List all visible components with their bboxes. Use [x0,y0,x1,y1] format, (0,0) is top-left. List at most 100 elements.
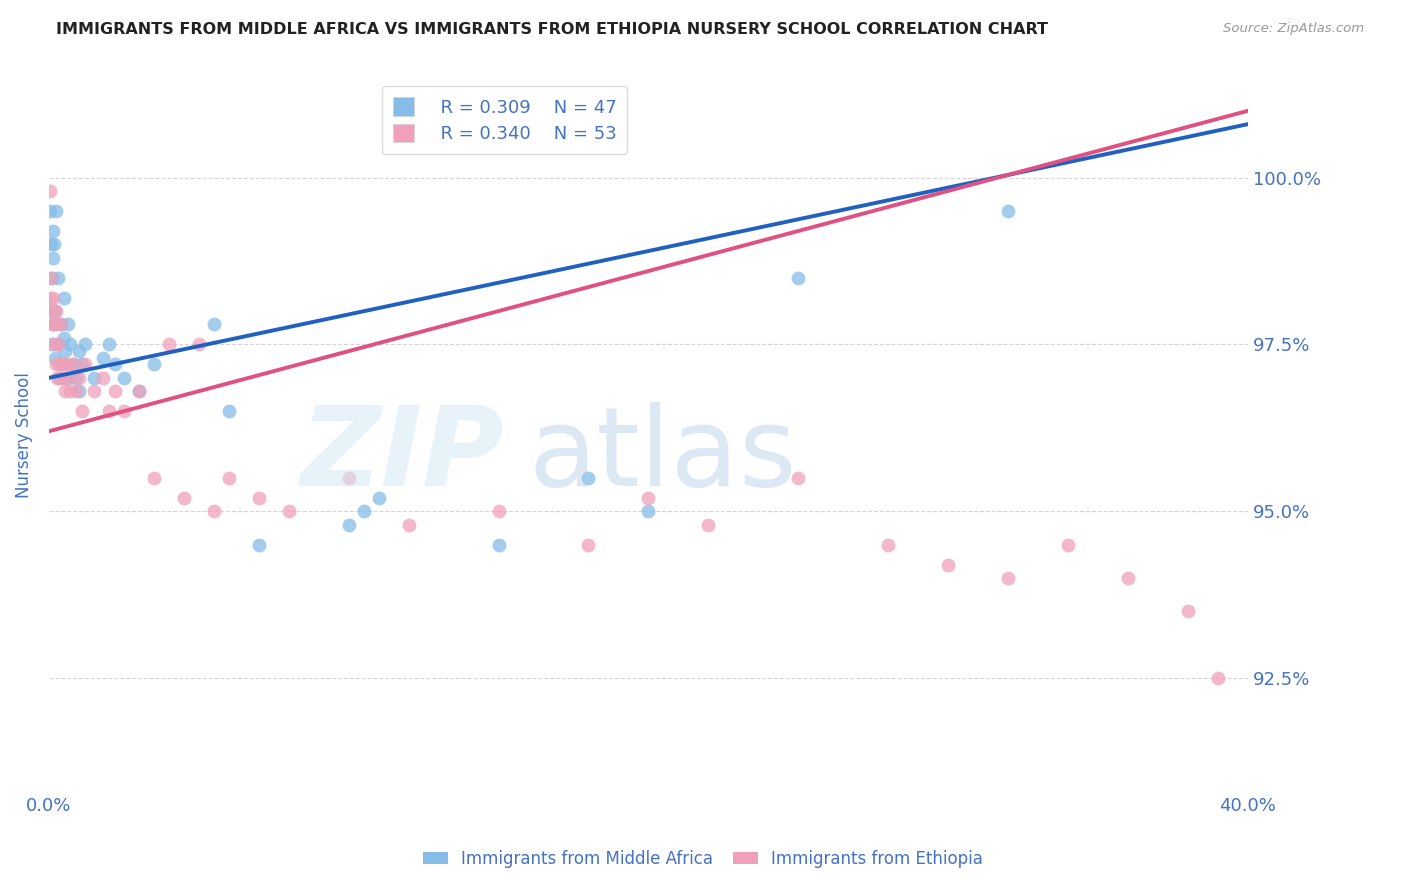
Point [58,318,80,332]
Text: ZIP: ZIP [301,402,505,509]
Point [1057,538,1080,552]
Point [44,304,66,318]
Point [83,371,105,385]
Point [398,517,420,532]
Point [70,404,93,418]
Point [578,471,600,485]
Point [65,384,87,399]
Point [337,471,360,485]
Point [187,337,209,351]
Point [41,337,63,351]
Point [488,504,510,518]
Point [277,504,299,518]
Point [637,491,659,505]
Point [83,384,105,399]
Point [157,337,180,351]
Point [142,471,165,485]
Point [59,384,82,399]
Point [97,404,120,418]
Point [936,558,959,572]
Point [44,337,66,351]
Point [73,337,96,351]
Point [46,337,69,351]
Point [49,318,72,332]
Point [73,358,96,372]
Point [46,337,69,351]
Point [56,371,79,385]
Point [787,270,810,285]
Point [45,304,67,318]
Point [55,344,77,359]
Point [39,291,62,305]
Point [128,384,150,399]
Point [697,517,720,532]
Text: atlas: atlas [529,402,797,509]
Point [997,571,1019,585]
Point [62,358,84,372]
Point [70,358,93,372]
Point [91,351,114,365]
Point [67,384,90,399]
Point [1116,571,1139,585]
Point [877,538,900,552]
Point [173,491,195,505]
Point [56,358,79,372]
Point [51,358,73,372]
Point [59,337,82,351]
Point [142,358,165,372]
Point [41,224,63,238]
Point [112,371,135,385]
Text: Source: ZipAtlas.com: Source: ZipAtlas.com [1223,22,1364,36]
Point [52,331,75,345]
Legend: Immigrants from Middle Africa, Immigrants from Ethiopia: Immigrants from Middle Africa, Immigrant… [416,844,990,875]
Point [39,184,62,198]
Point [62,358,84,372]
Point [49,318,72,332]
Point [218,404,240,418]
Point [46,371,69,385]
Point [104,358,127,372]
Point [578,538,600,552]
Point [41,270,63,285]
Point [41,318,63,332]
Point [247,491,270,505]
Point [42,318,65,332]
Point [48,371,70,385]
Point [202,504,225,518]
Point [39,304,62,318]
Point [218,471,240,485]
Point [202,318,225,332]
Point [45,203,67,218]
Point [41,304,63,318]
Point [58,371,80,385]
Point [97,337,120,351]
Legend:   R = 0.309    N = 47,   R = 0.340    N = 53: R = 0.309 N = 47, R = 0.340 N = 53 [382,87,627,154]
Point [1177,604,1199,618]
Point [247,538,270,552]
Point [46,270,69,285]
Point [337,517,360,532]
Point [41,270,63,285]
Point [637,504,659,518]
Point [44,351,66,365]
Point [52,358,75,372]
Point [42,291,65,305]
Point [488,538,510,552]
Point [45,358,67,372]
Point [41,237,63,252]
Point [787,471,810,485]
Point [1206,671,1229,685]
Point [39,203,62,218]
Point [128,384,150,399]
Point [51,371,73,385]
Point [112,404,135,418]
Point [44,237,66,252]
Point [67,344,90,359]
Point [997,203,1019,218]
Point [44,318,66,332]
Point [48,358,70,372]
Text: IMMIGRANTS FROM MIDDLE AFRICA VS IMMIGRANTS FROM ETHIOPIA NURSERY SCHOOL CORRELA: IMMIGRANTS FROM MIDDLE AFRICA VS IMMIGRA… [56,22,1049,37]
Point [67,371,90,385]
Point [42,251,65,265]
Point [353,504,375,518]
